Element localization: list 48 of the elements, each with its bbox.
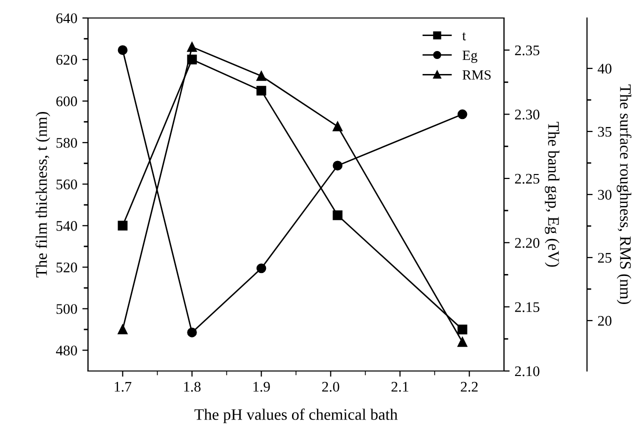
y-tick-label: 620: [56, 54, 78, 65]
x-tick-label: 2.0: [322, 382, 340, 392]
point: [187, 54, 197, 64]
legend-label: t: [462, 32, 466, 40]
x-tick-label: 1.7: [114, 382, 132, 392]
legend-label: RMS: [462, 70, 491, 80]
y3-axis-title: The surface roughness, RMS (nm): [616, 84, 632, 304]
y2-tick-label: 2.30: [515, 110, 540, 120]
y-tick-label: 560: [56, 179, 78, 190]
point: [332, 160, 342, 170]
y3-tick-label: 20: [598, 316, 612, 326]
point: [118, 45, 128, 55]
y3-tick-label: 35: [598, 126, 612, 137]
y3-tick-label: 30: [598, 190, 612, 200]
point: [458, 324, 468, 334]
point: [118, 324, 128, 334]
x-tick-label: 1.8: [184, 382, 201, 392]
y-tick-label: 580: [56, 138, 78, 148]
y2-tick-label: 2.15: [515, 302, 540, 312]
y3-tick-label: 25: [598, 252, 612, 263]
point: [187, 328, 197, 338]
x-tick-label: 2.1: [392, 382, 408, 392]
x-tick-label: 1.9: [254, 382, 270, 392]
point: [256, 86, 266, 96]
y-tick-label: 500: [56, 304, 78, 314]
y-tick-label: 600: [56, 96, 78, 106]
point: [118, 220, 128, 231]
y3-tick-label: 40: [598, 64, 612, 74]
point: [332, 122, 342, 132]
x-axis-title: The pH values of chemical bath: [194, 408, 398, 424]
point: [332, 210, 342, 220]
y2-axis-title: The band gap, Eg (eV): [544, 122, 560, 267]
y-tick-label: 480: [56, 346, 78, 356]
y-tick-label: 540: [56, 221, 78, 231]
point: [256, 71, 266, 81]
y2-tick-label: 2.20: [515, 238, 540, 248]
y-axis-title: The film thickness, t (nm): [36, 112, 50, 278]
point: [187, 42, 197, 52]
point: [256, 263, 266, 274]
y2-tick-label: 2.35: [515, 45, 540, 56]
x-tick-label: 2.2: [460, 382, 478, 392]
legend-label: Eg: [462, 50, 478, 63]
y-tick-label: 640: [56, 13, 78, 24]
y2-tick-label: 2.10: [515, 366, 540, 376]
y-tick-label: 520: [56, 262, 78, 272]
y2-tick-label: 2.25: [515, 174, 540, 184]
point: [458, 109, 468, 120]
point: [458, 337, 468, 347]
